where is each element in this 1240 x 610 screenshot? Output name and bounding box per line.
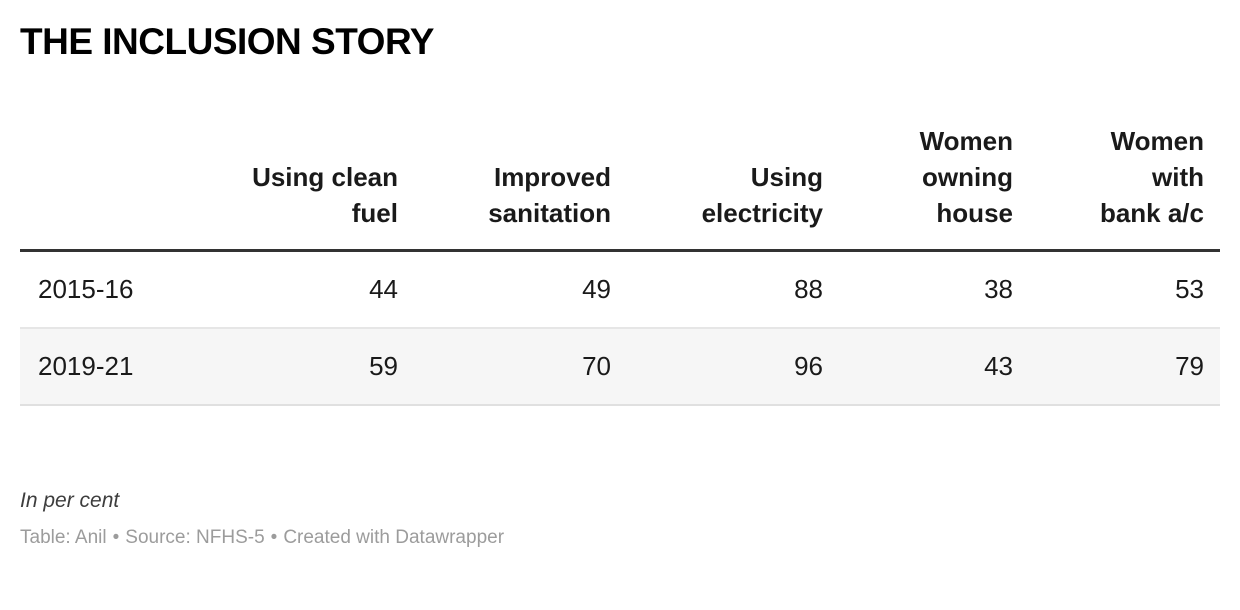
table-row-2015-16: 2015-16 44 49 88 38 53 xyxy=(20,251,1220,328)
table-row-2019-21: 2019-21 59 70 96 43 79 xyxy=(20,328,1220,405)
table-cell: 53 xyxy=(1175,274,1204,304)
datawrapper-credit-link[interactable]: Created with Datawrapper xyxy=(283,527,505,548)
table-cell: 79 xyxy=(1175,351,1204,381)
header-row: Using clean fuel Improved sanitation Usi… xyxy=(20,123,1220,251)
column-header-blank xyxy=(20,123,200,251)
chart-title: THE INCLUSION STORY xyxy=(20,21,434,62)
table-cell: 59 xyxy=(369,351,398,381)
column-header-improved-sanitation: Improved sanitation xyxy=(488,162,611,228)
data-table: Using clean fuel Improved sanitation Usi… xyxy=(20,123,1220,406)
attribution-line: Table: Anil • Source: NFHS-5 • Created with … xyxy=(20,526,1220,550)
row-label: 2019-21 xyxy=(38,351,134,381)
separator-dot: • xyxy=(112,527,120,548)
table-cell: 96 xyxy=(794,351,823,381)
table-cell: 49 xyxy=(582,274,611,304)
table-credit: Table: Anil xyxy=(20,527,107,548)
table-cell: 38 xyxy=(984,274,1013,304)
separator-dot: • xyxy=(270,527,278,548)
column-header-women-owning-house: Women owning house xyxy=(919,126,1013,228)
column-header-using-clean-fuel: Using clean fuel xyxy=(252,162,398,228)
table-cell: 44 xyxy=(369,274,398,304)
unit-note: In per cent xyxy=(20,489,120,512)
column-header-women-with-bank-ac: Women with bank a/c xyxy=(1099,126,1204,228)
source-link[interactable]: Source: NFHS-5 xyxy=(125,527,265,548)
table-cell: 88 xyxy=(794,274,823,304)
column-header-using-electricity: Using electricity xyxy=(701,162,823,228)
table-cell: 70 xyxy=(582,351,611,381)
table-cell: 43 xyxy=(984,351,1013,381)
row-label: 2015-16 xyxy=(38,274,134,304)
